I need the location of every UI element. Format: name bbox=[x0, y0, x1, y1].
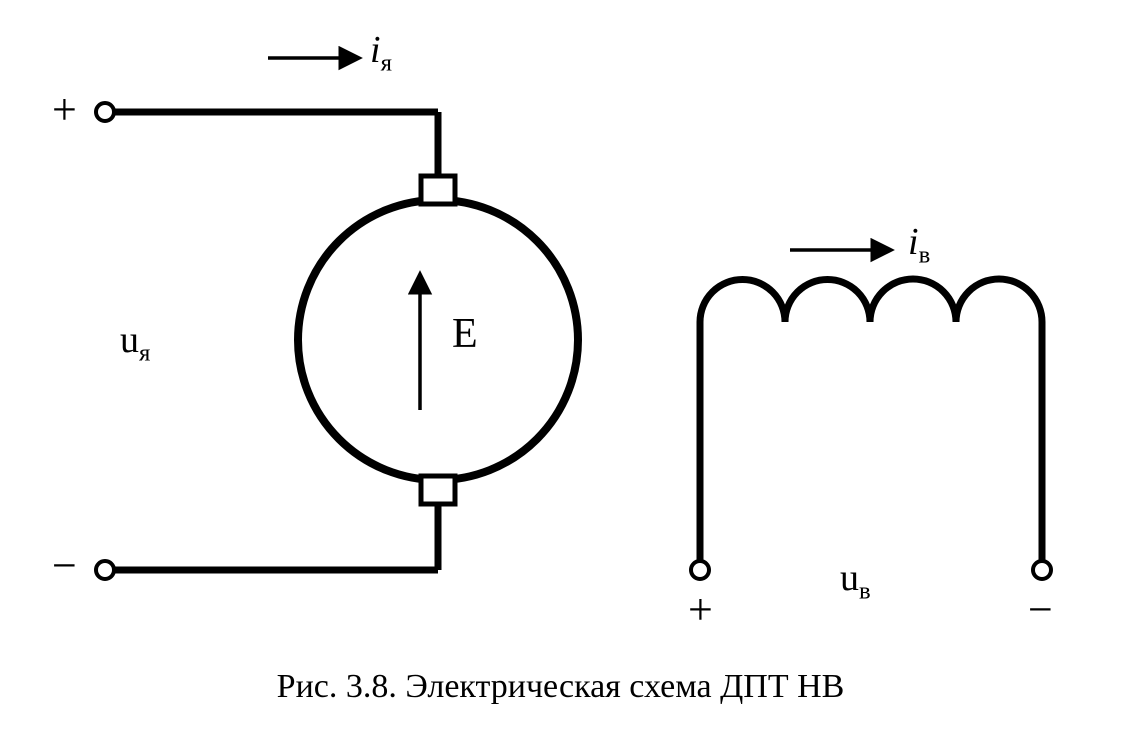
field-voltage-label: uв bbox=[840, 556, 871, 606]
armature-plus-sign: + bbox=[52, 84, 77, 135]
brush-bottom bbox=[421, 476, 455, 504]
figure-caption: Рис. 3.8. Электрическая схема ДПТ НВ bbox=[0, 668, 1121, 706]
brush-top bbox=[421, 176, 455, 204]
terminal-armature-plus bbox=[96, 103, 114, 121]
armature-minus-sign: − bbox=[52, 540, 77, 591]
motor-armature bbox=[298, 200, 578, 480]
terminal-armature-minus bbox=[96, 561, 114, 579]
circuit-svg bbox=[0, 0, 1121, 730]
armature-current-label: iя bbox=[370, 28, 392, 78]
emf-label: E bbox=[452, 310, 478, 358]
terminal-field-minus bbox=[1033, 561, 1051, 579]
terminal-field-plus bbox=[691, 561, 709, 579]
field-inductor bbox=[700, 279, 1042, 322]
field-plus-sign: + bbox=[688, 584, 713, 635]
field-minus-sign: − bbox=[1028, 584, 1053, 635]
armature-voltage-label: uя bbox=[120, 318, 150, 368]
field-current-label: iв bbox=[908, 220, 930, 270]
